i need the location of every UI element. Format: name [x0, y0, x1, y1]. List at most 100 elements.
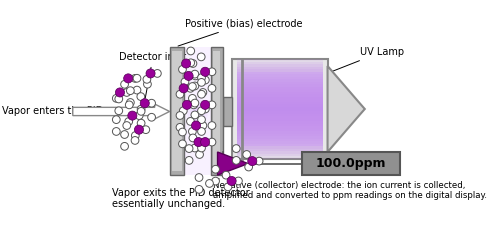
Ellipse shape	[187, 98, 208, 125]
Bar	[236, 82, 324, 136]
Circle shape	[181, 78, 189, 86]
Circle shape	[115, 95, 122, 103]
Bar	[214, 51, 220, 171]
Circle shape	[132, 132, 139, 139]
Circle shape	[120, 80, 128, 88]
Bar	[236, 72, 324, 146]
Circle shape	[125, 118, 132, 125]
Circle shape	[112, 116, 120, 124]
Text: Amplifier: Amplifier	[232, 135, 307, 156]
Circle shape	[187, 47, 194, 55]
Circle shape	[198, 116, 205, 124]
Circle shape	[198, 53, 205, 61]
Circle shape	[200, 138, 209, 147]
Circle shape	[248, 157, 257, 166]
Circle shape	[186, 84, 194, 92]
Circle shape	[140, 99, 149, 108]
Circle shape	[188, 128, 196, 135]
Circle shape	[191, 82, 199, 90]
Circle shape	[182, 100, 192, 110]
Circle shape	[144, 80, 152, 88]
Circle shape	[178, 140, 186, 148]
Circle shape	[179, 84, 188, 93]
Bar	[236, 94, 324, 124]
Circle shape	[232, 157, 240, 164]
Bar	[236, 69, 324, 149]
Circle shape	[182, 59, 190, 68]
Circle shape	[178, 66, 186, 73]
Ellipse shape	[192, 105, 203, 118]
Circle shape	[142, 126, 150, 134]
Circle shape	[224, 183, 232, 191]
Bar	[236, 72, 324, 146]
Bar	[302, 152, 400, 175]
Bar	[236, 84, 324, 134]
Bar	[236, 104, 324, 114]
Circle shape	[199, 122, 206, 129]
Ellipse shape	[190, 102, 206, 121]
Circle shape	[186, 117, 194, 125]
Bar	[236, 102, 324, 117]
Circle shape	[194, 138, 203, 147]
Text: Negative (collector) electrode: the ion current is collected,
amplified and conv: Negative (collector) electrode: the ion …	[214, 181, 488, 200]
Circle shape	[198, 74, 205, 82]
Circle shape	[131, 137, 139, 144]
Circle shape	[148, 99, 156, 107]
Circle shape	[206, 179, 214, 187]
Circle shape	[115, 107, 122, 115]
Circle shape	[192, 72, 200, 80]
Circle shape	[133, 74, 141, 82]
Circle shape	[176, 124, 184, 131]
Circle shape	[120, 131, 128, 138]
Circle shape	[208, 101, 216, 109]
Circle shape	[116, 88, 124, 97]
Circle shape	[180, 107, 187, 115]
Circle shape	[120, 143, 128, 150]
Circle shape	[178, 128, 186, 136]
Bar	[236, 77, 324, 141]
Circle shape	[143, 76, 151, 83]
Circle shape	[126, 101, 133, 109]
Polygon shape	[218, 152, 248, 175]
Polygon shape	[328, 66, 365, 152]
Circle shape	[234, 177, 242, 185]
Circle shape	[185, 157, 193, 164]
Text: Positive (bias) electrode: Positive (bias) electrode	[178, 19, 303, 46]
Circle shape	[212, 165, 220, 173]
Circle shape	[232, 145, 240, 152]
Bar	[236, 74, 324, 144]
Circle shape	[128, 111, 137, 120]
Bar	[236, 79, 324, 139]
Circle shape	[189, 60, 197, 67]
Circle shape	[176, 112, 184, 119]
Circle shape	[188, 95, 196, 102]
Circle shape	[112, 95, 120, 102]
Circle shape	[191, 144, 199, 152]
Circle shape	[190, 101, 198, 109]
Bar	[236, 97, 324, 121]
Circle shape	[202, 105, 209, 113]
Circle shape	[136, 112, 143, 120]
Circle shape	[176, 90, 184, 98]
Bar	[236, 106, 324, 111]
Circle shape	[148, 113, 156, 121]
Bar	[236, 64, 324, 154]
Circle shape	[126, 87, 134, 95]
Bar	[236, 59, 324, 159]
Circle shape	[198, 107, 205, 115]
Circle shape	[200, 67, 209, 76]
Circle shape	[112, 128, 120, 135]
Circle shape	[131, 74, 139, 82]
Circle shape	[208, 138, 216, 146]
Bar	[236, 92, 324, 126]
Circle shape	[200, 100, 209, 110]
Circle shape	[212, 177, 220, 185]
Circle shape	[198, 90, 205, 98]
Circle shape	[137, 107, 145, 115]
Circle shape	[198, 128, 205, 135]
Circle shape	[195, 174, 203, 181]
Circle shape	[192, 121, 200, 130]
Circle shape	[222, 171, 230, 179]
Circle shape	[196, 151, 203, 158]
Bar	[232, 59, 328, 159]
